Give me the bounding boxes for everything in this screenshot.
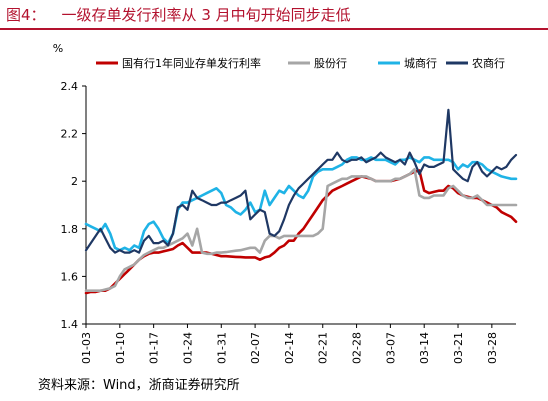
x-tick-label: 02-14 [283,332,296,364]
y-tick-label: 2.4 [61,80,79,93]
legend-label-4: 农商行 [472,56,505,70]
legend-label-3: 城商行 [404,56,437,70]
chart-series [84,108,518,295]
figure-label: 图4： [6,6,46,24]
chart-axes [85,86,516,325]
x-tick-label: 01-17 [148,332,161,364]
source-note: 资料来源：Wind，浙商证券研究所 [38,378,240,393]
y-tick-label: 1.8 [61,223,79,236]
chart-legend: 国有行1年同业存单发行利率 股份行 城商行 农商行 [96,56,505,70]
title-rule [0,28,548,30]
y-tick-label: 1.4 [61,318,79,331]
x-tick-label: 01-24 [181,332,194,364]
chart-ticks: 1.4 1.6 1.8 2 2.2 2.4 01-03 01-10 01-17 01-24 01-3… [61,80,499,364]
line-chart: 1.4 1.6 1.8 2 2.2 2.4 01-03 01-10 01-17 01-24 01-3… [53,42,518,364]
y-tick-label: 1.6 [61,270,79,283]
y-axis-unit-label: % [53,42,63,55]
x-tick-label: 01-03 [80,332,93,364]
y-tick-label: 2.2 [61,128,79,141]
series-line-4 [84,108,518,254]
figure-title: 图4： 一级存单发行利率从 3 月中旬开始同步走低 [6,4,351,26]
x-tick-label: 03-14 [418,332,431,364]
series-line-1 [84,169,518,295]
x-tick-label: 03-07 [384,332,397,364]
x-tick-label: 01-31 [215,332,228,364]
legend-label-2: 股份行 [314,57,347,70]
series-line-2 [84,168,518,293]
figure-title-text: 一级存单发行利率从 3 月中旬开始同步走低 [61,6,351,24]
x-tick-label: 02-21 [317,332,330,364]
x-tick-label: 01-10 [114,332,127,364]
legend-label-1: 国有行1年同业存单发行利率 [122,56,261,70]
x-tick-label: 03-28 [486,332,499,364]
x-tick-label: 03-21 [452,332,465,364]
y-tick-label: 2 [71,175,78,188]
x-tick-label: 02-07 [249,332,262,364]
x-tick-label: 02-28 [351,332,364,364]
